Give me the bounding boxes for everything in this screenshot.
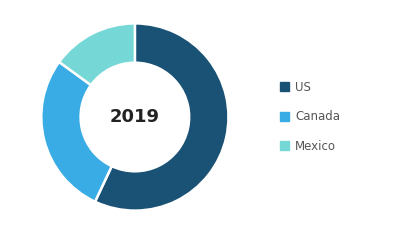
Wedge shape: [41, 62, 112, 202]
Wedge shape: [59, 23, 135, 85]
Legend: US, Canada, Mexico: US, Canada, Mexico: [275, 76, 345, 158]
Text: 2019: 2019: [110, 108, 160, 126]
Wedge shape: [95, 23, 229, 211]
